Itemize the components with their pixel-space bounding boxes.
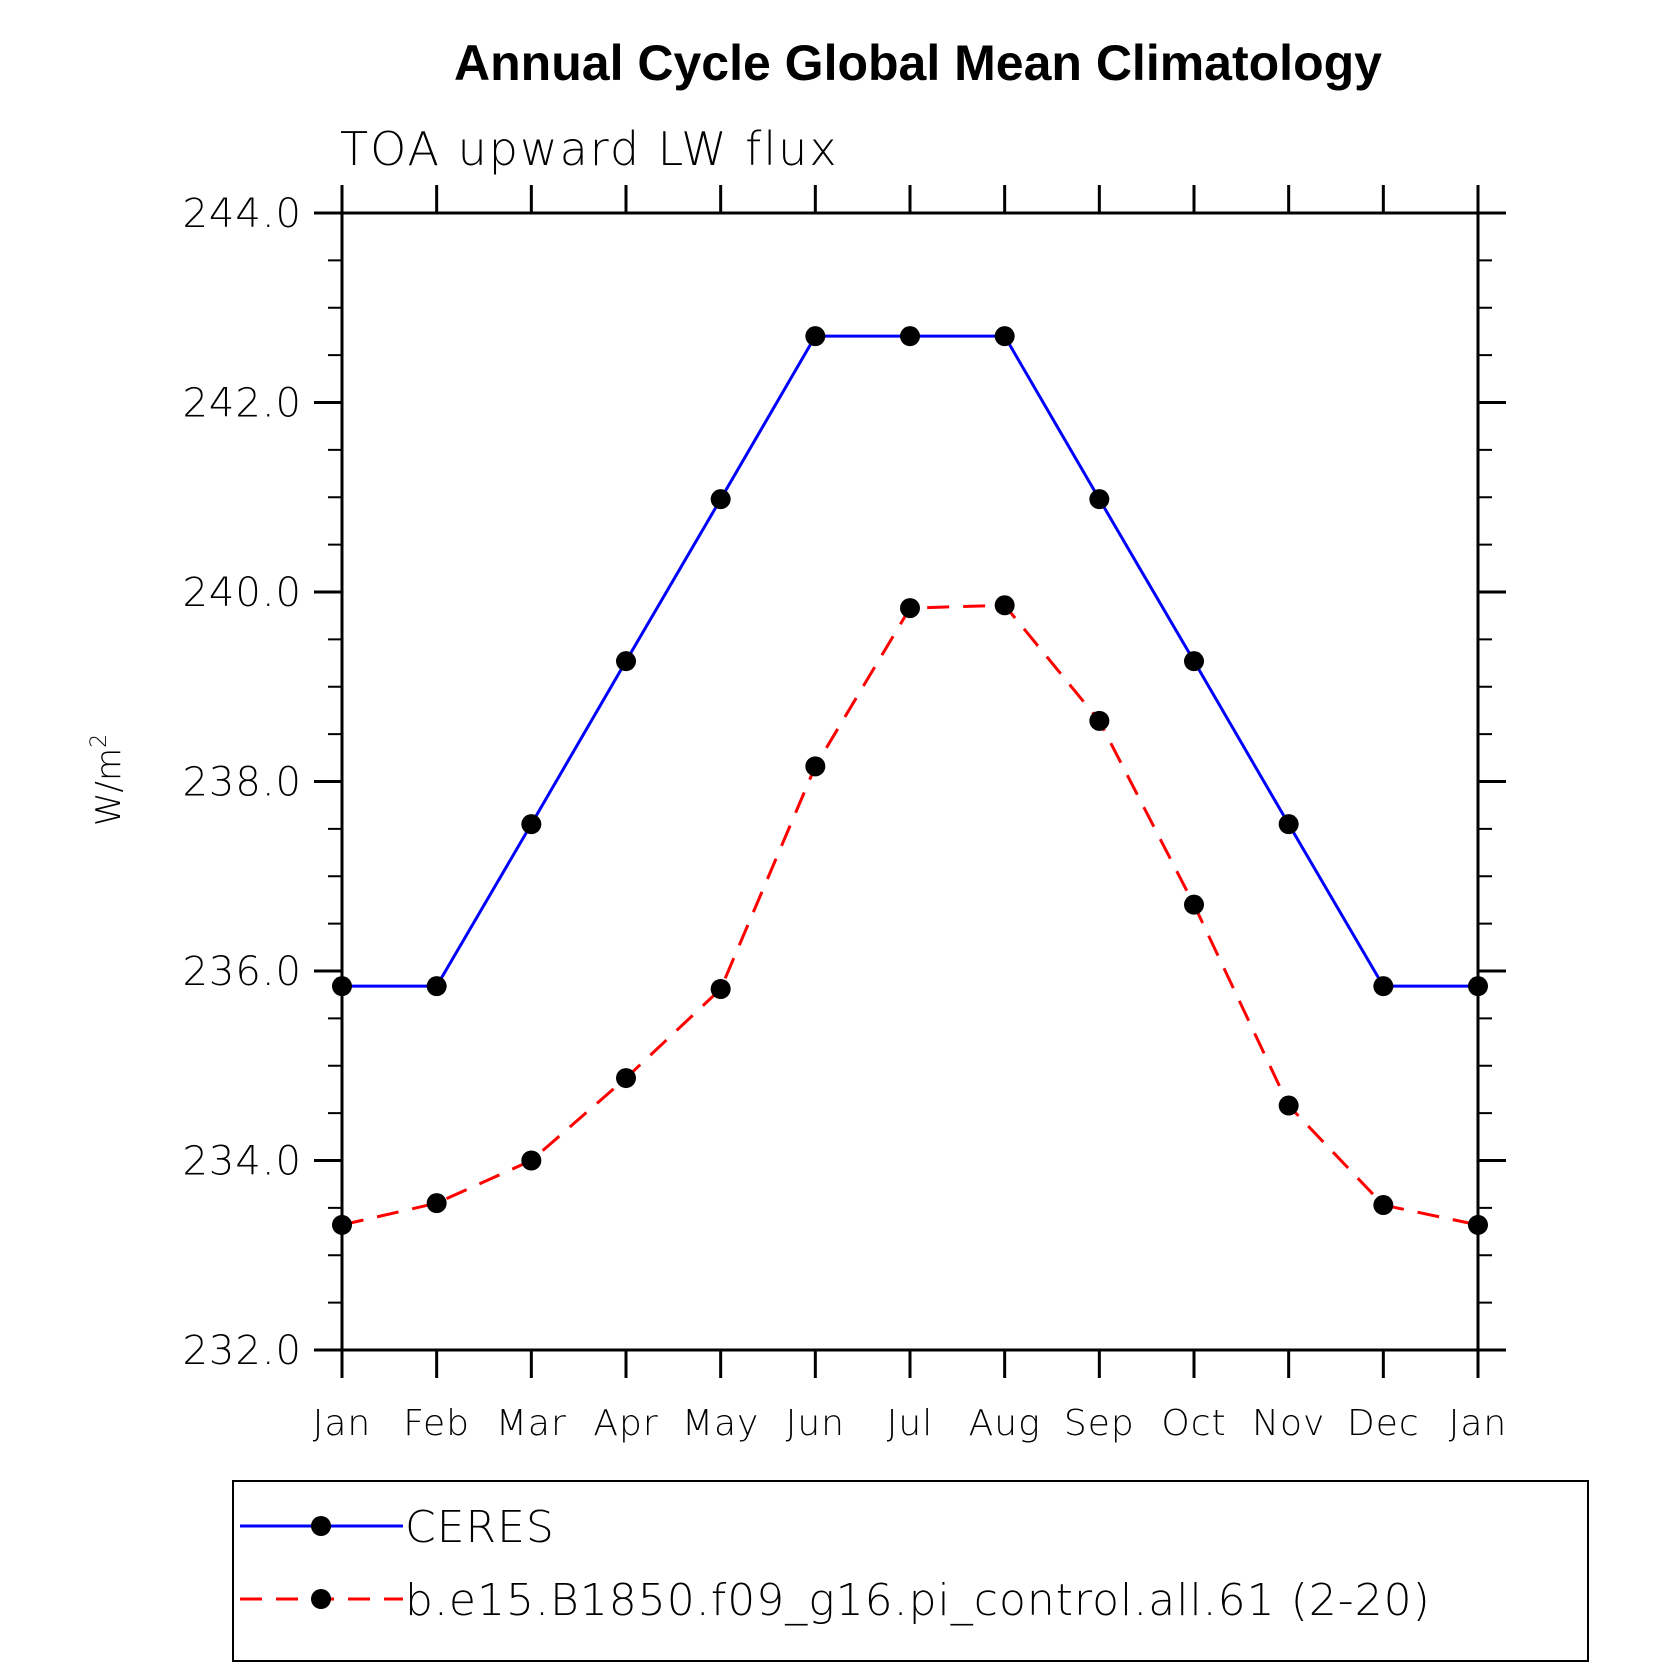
data-point [426, 976, 447, 997]
series-line-0 [342, 334, 1478, 988]
x-tick-label: Sep [1064, 1403, 1135, 1444]
y-tick-label: 236.0 [182, 949, 302, 995]
data-point [805, 756, 826, 777]
data-point [900, 598, 920, 619]
data-point [900, 326, 920, 347]
data-point [710, 979, 731, 1000]
legend-box [232, 1480, 1589, 1662]
y-tick-label: 244.0 [182, 191, 302, 237]
data-point [616, 651, 636, 672]
data-point [1089, 710, 1110, 731]
data-point [1468, 1214, 1488, 1235]
data-point [521, 1150, 542, 1171]
data-point [1278, 814, 1299, 835]
x-tick-label: Aug [969, 1403, 1041, 1444]
y-axis: 232.0 234.0 236.0 238.0 240.0 242.0 244.0 [182, 191, 1506, 1374]
data-point [1184, 894, 1204, 915]
x-tick-label: May [682, 1403, 759, 1444]
x-tick-label: Apr [593, 1403, 658, 1444]
data-point [805, 326, 826, 347]
y-axis-label: W/m2 [87, 734, 129, 826]
x-tick-label: Jul [887, 1403, 933, 1444]
data-point [1278, 1095, 1299, 1116]
y-tick-label: 240.0 [182, 570, 302, 616]
chart-title: Annual Cycle Global Mean Climatology [454, 35, 1382, 91]
data-point [426, 1193, 447, 1214]
x-axis: Jan Feb Mar Apr May Jun Jul Aug Sep Oct Nov Dec Jan [313, 185, 1508, 1444]
y-axis-label-superscript: 2 [87, 734, 112, 748]
y-tick-label: 232.0 [182, 1328, 302, 1374]
x-tick-label: Mar [496, 1403, 567, 1444]
plot-frame [340, 211, 1480, 1352]
data-point [332, 976, 352, 997]
data-point [1373, 1195, 1394, 1216]
y-axis-label-text: W/m [89, 748, 129, 826]
data-point [1184, 651, 1204, 672]
data-point [332, 1214, 352, 1235]
legend-marker-1 [311, 1589, 331, 1609]
series-1 [332, 595, 1488, 1235]
data-point [710, 489, 731, 510]
plot-border [340, 211, 1480, 1352]
data-point [1089, 489, 1110, 510]
series-layer [332, 326, 1488, 1235]
data-point [994, 595, 1015, 616]
x-tick-label: Nov [1252, 1403, 1325, 1444]
x-tick-label: Oct [1161, 1403, 1226, 1444]
x-tick-label: Jun [786, 1403, 845, 1444]
legend-marker-0 [311, 1516, 331, 1536]
legend-label-1: b.e15.B1850.f09_g16.pi_control.all.61 (2… [405, 1575, 1431, 1626]
y-tick-label: 234.0 [182, 1139, 302, 1185]
y-tick-label: 242.0 [182, 381, 302, 427]
series-0 [332, 326, 1488, 997]
data-point [994, 326, 1015, 347]
legend: CERES b.e15.B1850.f09_g16.pi_control.all.… [232, 1480, 1589, 1662]
x-tick-label: Dec [1347, 1403, 1420, 1444]
data-point [1468, 976, 1488, 997]
y-tick-label: 238.0 [182, 760, 302, 806]
data-point [521, 814, 542, 835]
x-tick-label: Feb [403, 1403, 470, 1444]
chart-subtitle: TOA upward LW flux [340, 122, 839, 176]
series-line-1 [341, 603, 1479, 1227]
data-point [1373, 976, 1394, 997]
x-tick-label: Jan [1449, 1403, 1508, 1444]
legend-label-0: CERES [405, 1502, 555, 1553]
x-tick-label: Jan [313, 1403, 372, 1444]
data-point [616, 1068, 636, 1089]
